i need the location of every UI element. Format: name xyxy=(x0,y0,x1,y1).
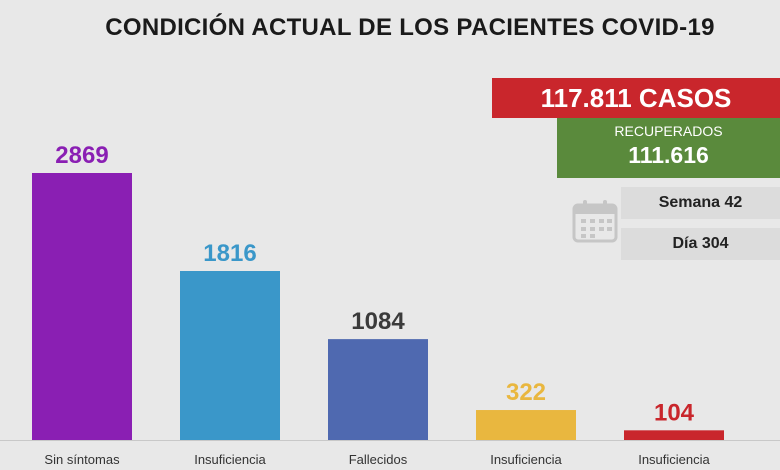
bar xyxy=(180,270,280,440)
cases-banner: 117.811 CASOS xyxy=(492,78,780,118)
recovered-panel: RECUPERADOS 111.616 xyxy=(557,118,780,178)
bar-value-label: 1084 xyxy=(351,308,405,335)
bar xyxy=(32,173,132,440)
recovered-label: RECUPERADOS xyxy=(614,123,723,139)
bar xyxy=(328,339,428,440)
week-badge: Semana 42 xyxy=(621,187,780,219)
page-title: CONDICIÓN ACTUAL DE LOS PACIENTES COVID-… xyxy=(105,14,715,41)
category-label: Insuficiencia xyxy=(638,452,710,467)
category-label: Insuficiencia xyxy=(194,452,266,467)
day-badge: Día 304 xyxy=(621,228,780,260)
category-label: Sin síntomas xyxy=(44,452,120,467)
bar xyxy=(476,410,576,440)
bar xyxy=(624,430,724,440)
bar-value-label: 104 xyxy=(654,399,695,426)
chart-baseline xyxy=(0,440,780,441)
calendar-icon xyxy=(572,200,618,243)
recovered-value: 111.616 xyxy=(628,142,709,168)
category-label: Fallecidos xyxy=(349,452,408,467)
bar-value-label: 1816 xyxy=(203,240,256,267)
bar-value-label: 322 xyxy=(506,379,546,406)
category-label: Insuficiencia xyxy=(490,452,562,467)
bar-value-label: 2869 xyxy=(55,142,108,169)
